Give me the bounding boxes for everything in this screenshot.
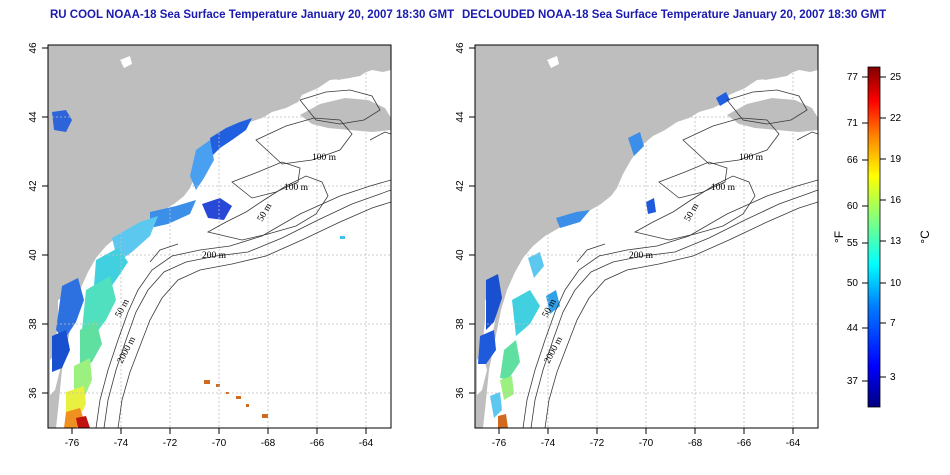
celsius-tick: 13 [890,236,902,247]
left-sst-data [52,110,345,428]
lon-tick-label: -70 [639,438,654,449]
colorbar-scale [867,66,881,408]
lat-tick-label: 44 [28,111,39,123]
left-axis-ticks [42,47,367,434]
left-grid [48,45,391,428]
lon-tick-label: -74 [541,438,556,449]
fahrenheit-tick: 37 [847,376,859,387]
celsius-unit-label: °C [918,230,932,244]
right-map-title: DECLOUDED NOAA-18 Sea Surface Temperatur… [462,9,887,21]
lat-tick-label: 42 [28,180,39,192]
celsius-tick: 3 [890,372,896,383]
lon-tick-label: -66 [310,438,325,449]
left-contours [95,89,391,428]
lon-tick-label: -64 [359,438,374,449]
lon-tick-label: -66 [737,438,752,449]
lon-tick-label: -68 [688,438,703,449]
left-lat-labels: 46 44 42 40 38 36 [28,42,39,399]
fahrenheit-tick: 60 [847,201,859,212]
celsius-tick: 16 [890,195,902,206]
celsius-tick: 7 [890,318,896,329]
lon-tick-label: -76 [492,438,507,449]
lat-tick-label: 36 [455,387,466,399]
left-gulf-land [318,62,372,80]
celsius-tick: 22 [890,113,902,124]
celsius-tick: 10 [890,278,902,289]
right-axis-ticks [469,47,794,434]
right-nova-scotia [727,98,818,132]
right-sst-data [478,92,730,428]
left-map-panel: 100 m 100 m 50 m 200 m 50 m 2000 m -76 -… [28,42,392,449]
lat-tick-label: 44 [455,111,466,123]
right-gulf-land [745,62,799,80]
colorbar-ticks [862,76,886,382]
colorbar: °F °C 77 71 66 60 55 50 44 37 25 22 19 1… [832,66,932,408]
left-lon-labels: -76 -74 -72 -70 -68 -66 -64 [65,438,374,449]
lat-tick-label: 40 [28,249,39,261]
lat-tick-label: 46 [28,42,39,54]
right-lon-labels: -76 -74 -72 -70 -68 -66 -64 [492,438,801,449]
lon-tick-label: -74 [114,438,129,449]
fahrenheit-tick: 66 [847,155,859,166]
right-grid [475,45,818,428]
contour-label: 100 m [312,153,337,163]
lat-tick-label: 38 [28,318,39,330]
right-lat-labels: 46 44 42 40 38 36 [455,42,466,399]
lon-tick-label: -68 [261,438,276,449]
lon-tick-label: -72 [163,438,178,449]
celsius-tick-labels: 25 22 19 16 13 10 7 3 [890,72,902,383]
fahrenheit-tick: 44 [847,323,859,334]
lat-tick-label: 42 [455,180,466,192]
fahrenheit-tick: 77 [847,72,859,83]
lon-tick-label: -72 [590,438,605,449]
contour-label: 200 m [629,251,654,261]
contour-label: 100 m [739,153,764,163]
lat-tick-label: 36 [28,387,39,399]
celsius-tick: 19 [890,154,902,165]
celsius-tick: 25 [890,72,902,83]
lon-tick-label: -64 [786,438,801,449]
fahrenheit-tick: 55 [847,238,859,249]
contour-label: 100 m [711,183,736,193]
contour-label: 100 m [284,183,309,193]
lon-tick-label: -76 [65,438,80,449]
right-land [475,45,818,428]
fahrenheit-unit-label: °F [832,231,846,243]
lat-tick-label: 40 [455,249,466,261]
fahrenheit-tick-labels: 77 71 66 60 55 50 44 37 [847,72,859,387]
left-land [48,45,391,428]
contour-label: 200 m [202,251,227,261]
lat-tick-label: 46 [455,42,466,54]
left-map-title: RU COOL NOAA-18 Sea Surface Temperature … [50,9,455,21]
right-contours [522,89,818,428]
fahrenheit-tick: 50 [847,278,859,289]
left-nova-scotia [300,98,391,132]
right-map-panel: 100 m 100 m 50 m 200 m 50 m 2000 m -76 -… [455,42,819,449]
lat-tick-label: 38 [455,318,466,330]
fahrenheit-tick: 71 [847,118,859,129]
lon-tick-label: -70 [212,438,227,449]
